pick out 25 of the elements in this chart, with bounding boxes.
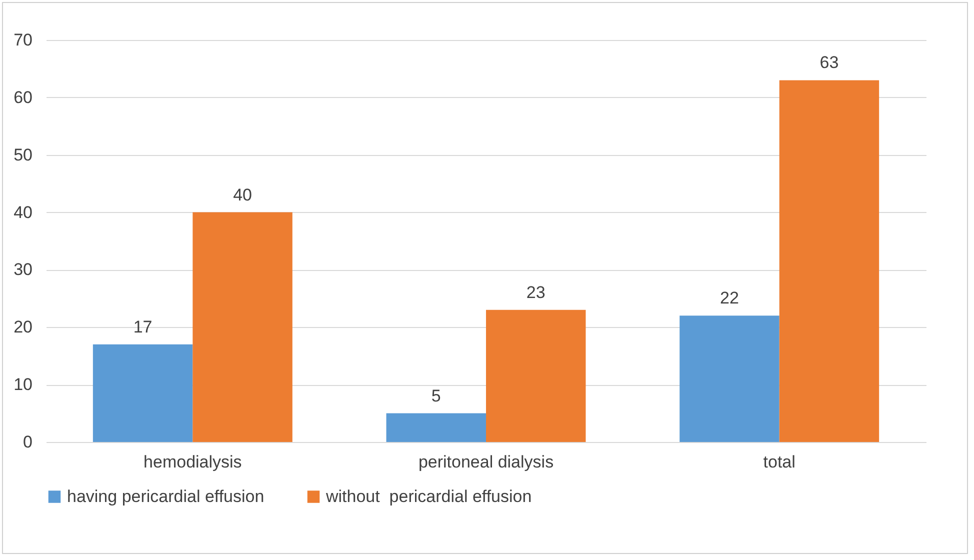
data-label: 17 <box>133 317 152 336</box>
data-label: 23 <box>526 282 546 302</box>
bar <box>386 413 486 442</box>
bar <box>92 344 193 442</box>
y-tick-label: 20 <box>14 318 32 337</box>
data-label: 63 <box>820 53 839 72</box>
y-tick-label: 50 <box>14 145 32 164</box>
bar <box>779 80 880 442</box>
data-label: 22 <box>720 288 739 308</box>
x-tick-label: total <box>763 452 796 472</box>
legend-label: having pericardial effusion <box>67 486 264 506</box>
y-tick-label: 10 <box>14 375 32 394</box>
y-tick-label: 70 <box>14 30 32 50</box>
bar <box>192 212 292 442</box>
y-tick-label: 60 <box>14 88 32 107</box>
data-label: 40 <box>233 185 252 204</box>
x-tick-label: peritoneal dialysis <box>418 452 554 472</box>
bar <box>486 310 586 442</box>
x-tick-label: hemodialysis <box>144 452 242 472</box>
y-tick-label: 0 <box>23 432 32 452</box>
y-tick-label: 40 <box>14 202 32 222</box>
bar <box>680 316 780 442</box>
data-label: 5 <box>431 386 441 406</box>
legend-label: without pericardial effusion <box>325 486 532 506</box>
y-tick-label: 30 <box>14 260 32 280</box>
